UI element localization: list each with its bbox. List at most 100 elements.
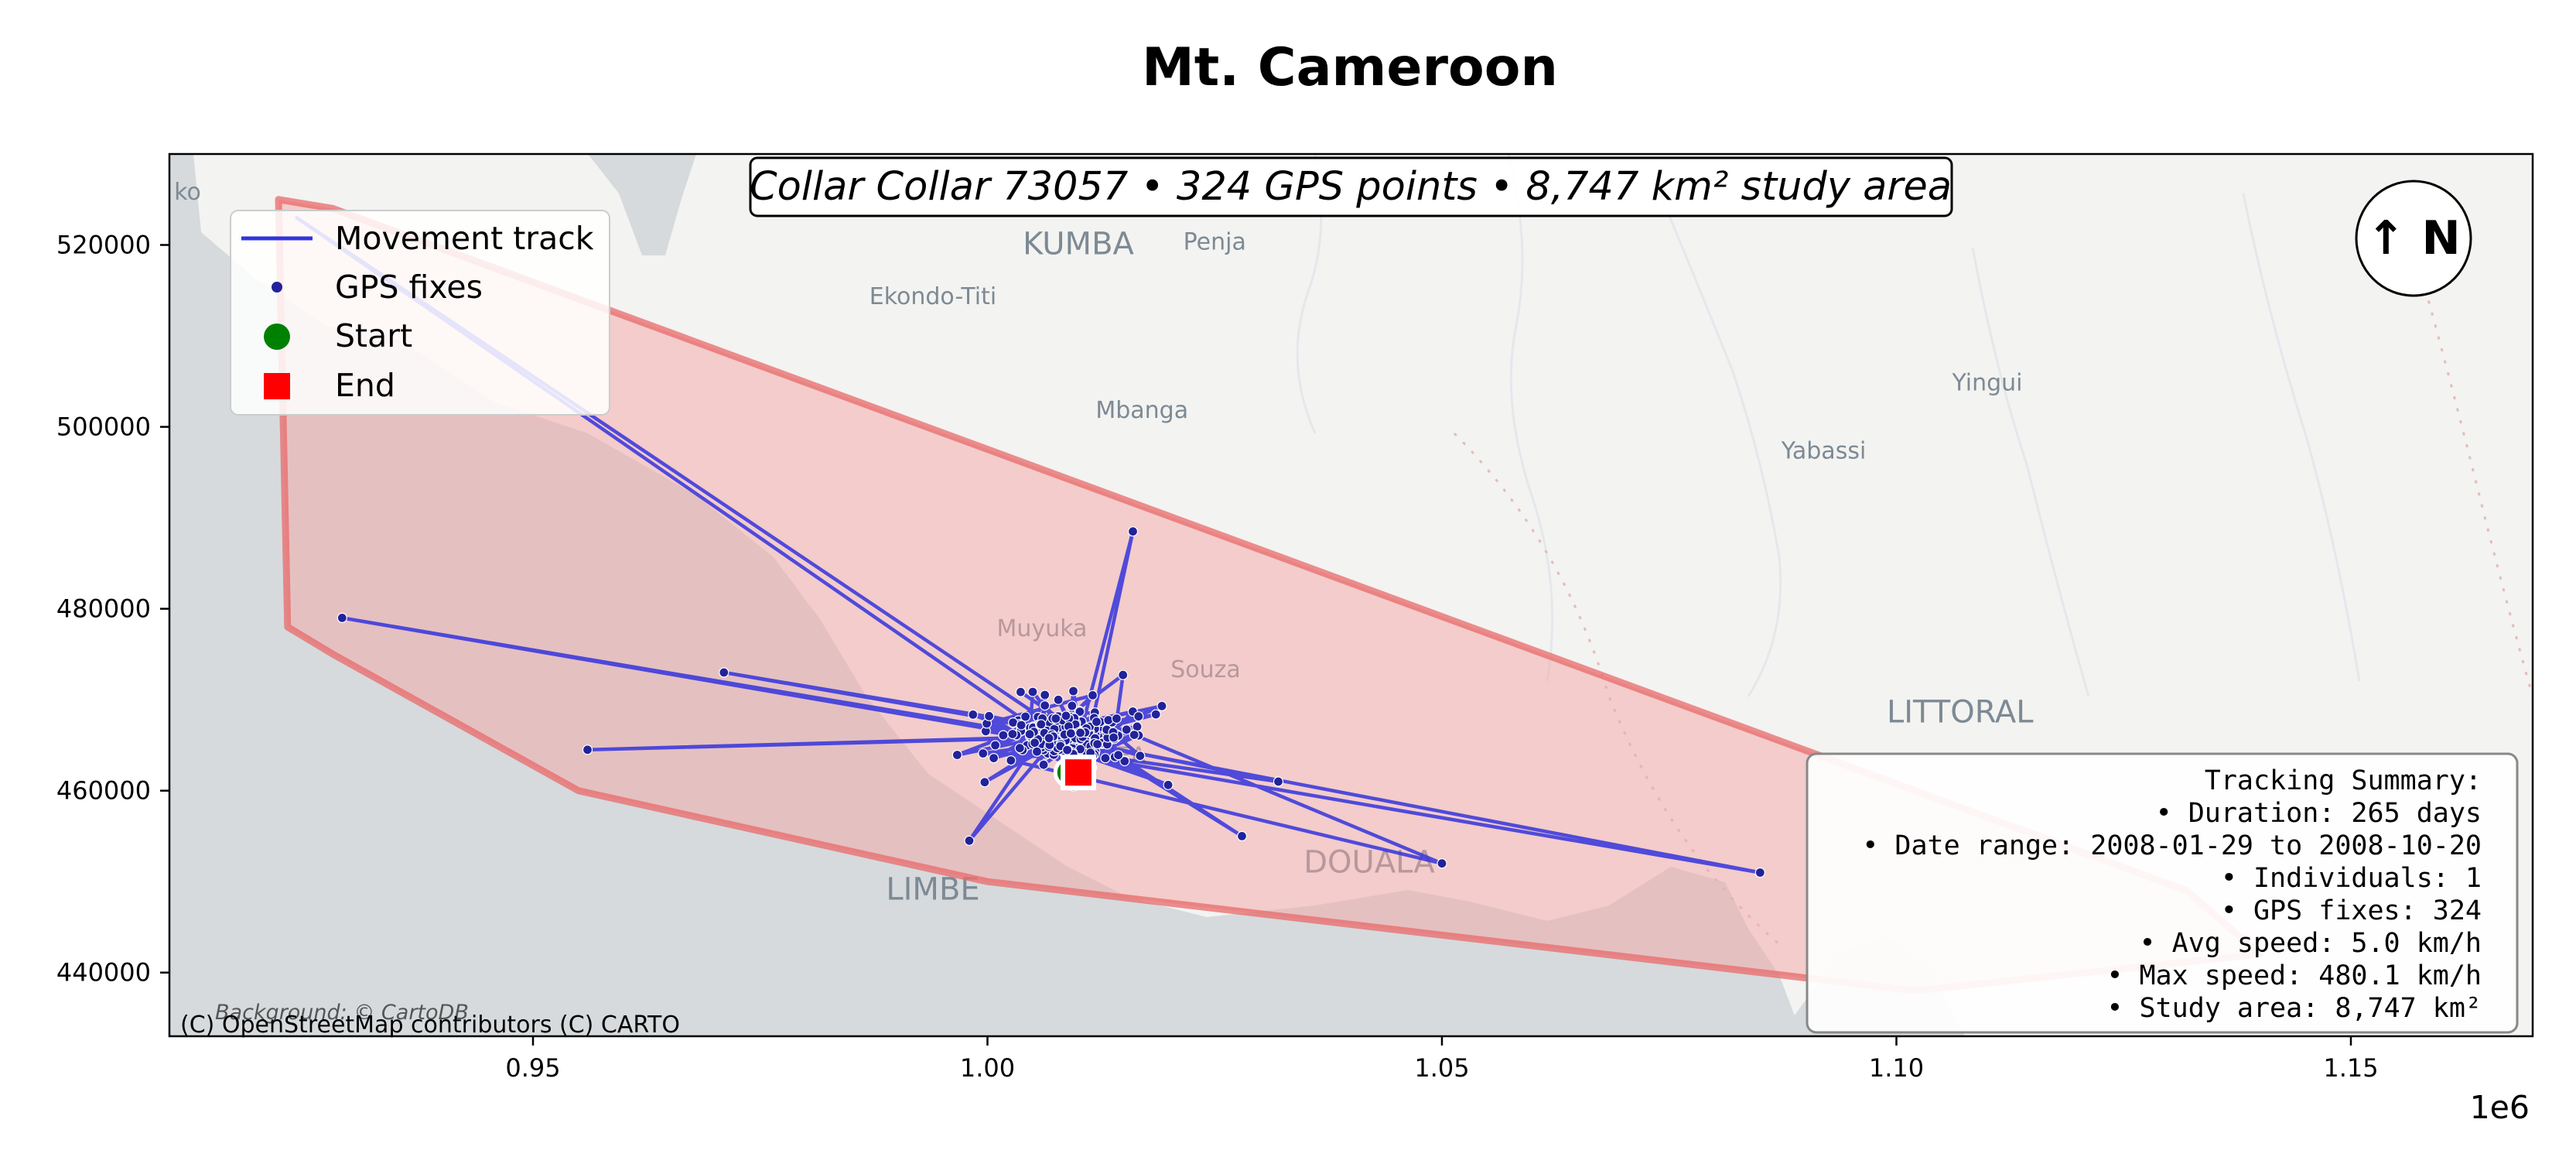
gps-fix-point xyxy=(1118,669,1129,680)
y-tick-label: 520000 xyxy=(56,231,151,260)
gps-fix-point xyxy=(1133,711,1144,722)
gps-fix-point xyxy=(1087,690,1098,701)
end-marker xyxy=(1061,755,1096,791)
gps-fix-point xyxy=(719,667,729,678)
legend-start-marker xyxy=(264,323,290,350)
summary-line-5: • Avg speed: 5.0 km/h xyxy=(2139,928,2482,959)
inlet xyxy=(588,154,696,255)
north-arrow-label: ↑ N xyxy=(2366,211,2460,265)
gps-fix-point xyxy=(1119,755,1130,767)
y-tick-label: 460000 xyxy=(56,776,151,806)
gps-fix-point xyxy=(1068,686,1079,697)
gps-fix-point xyxy=(1273,776,1284,787)
place-label: ko xyxy=(174,179,201,206)
gps-fix-point xyxy=(1051,713,1061,724)
gps-fix-point xyxy=(998,730,1009,741)
legend: Movement track GPS fixes Start End xyxy=(230,210,610,416)
gps-fix-point xyxy=(1007,728,1018,740)
gps-fix-point xyxy=(1437,858,1447,869)
place-label: Mbanga xyxy=(1095,397,1188,424)
legend-label-end: End xyxy=(335,367,395,404)
x-tick-label: 0.95 xyxy=(505,1053,560,1083)
summary-line-6: • Max speed: 480.1 km/h xyxy=(2106,960,2482,991)
gps-fix-point xyxy=(951,749,963,761)
summary-box-frame xyxy=(1806,752,2519,1034)
gps-fix-point xyxy=(1074,706,1085,717)
place-label: Penja xyxy=(1184,228,1246,255)
legend-frame xyxy=(230,210,610,416)
gps-fix-point xyxy=(983,710,995,721)
gps-fix-point xyxy=(1036,719,1047,730)
rivers xyxy=(1296,154,2361,697)
gps-fix-point xyxy=(1040,700,1051,711)
endpoints xyxy=(1053,755,1096,791)
gps-fix-point xyxy=(1754,867,1765,878)
gps-fix-point xyxy=(1020,711,1031,722)
gps-fix-point xyxy=(1129,729,1139,741)
gps-fix-point xyxy=(964,835,975,846)
gps-fix-point xyxy=(1027,686,1038,697)
sea xyxy=(169,154,1802,1036)
north-arrow: ↑ N xyxy=(2355,180,2472,297)
study-area-hull xyxy=(275,196,2263,994)
gps-fix-point xyxy=(1044,733,1054,744)
place-label: Yingui xyxy=(1952,370,2023,397)
place-label: Ekondo-Titi xyxy=(869,283,997,310)
map-attribution: (C) OpenStreetMap contributors (C) CARTO xyxy=(180,1011,680,1039)
gps-fix-point xyxy=(989,740,1001,751)
legend-label-start: Start xyxy=(335,317,412,354)
gps-fix-point xyxy=(1121,724,1132,735)
summary-line-4: • GPS fixes: 324 xyxy=(2221,895,2482,926)
x-tick-label: 1.10 xyxy=(1869,1053,1924,1083)
y-tick-label: 440000 xyxy=(56,958,151,987)
north-arrow-circle xyxy=(2355,180,2472,297)
gps-fix-point xyxy=(1100,753,1111,764)
study-area xyxy=(275,196,2263,994)
gps-fix-point xyxy=(1067,700,1078,711)
gps-fix-point xyxy=(1156,700,1167,711)
gps-fix-point xyxy=(1103,714,1114,726)
legend-end-marker xyxy=(264,373,290,399)
gps-fix-point xyxy=(1150,709,1161,720)
gps-fix-point xyxy=(1065,728,1076,739)
gps-fix-point xyxy=(1024,729,1035,740)
place-label: LITTORAL xyxy=(1887,695,2034,731)
gps-fix-point xyxy=(1040,690,1051,700)
summary-line-2: • Date range: 2008-01-29 to 2008-10-20 xyxy=(1862,830,2482,861)
gps-fix-point xyxy=(1061,744,1073,755)
gps-fix-point xyxy=(1111,713,1122,724)
gps-fix-point xyxy=(1015,686,1027,697)
gps-fixes xyxy=(337,526,1765,878)
gps-fix-point xyxy=(1135,751,1146,762)
gps-fix-point xyxy=(988,752,999,764)
gps-fix-point xyxy=(1053,694,1064,705)
gps-fix-point xyxy=(1091,717,1102,727)
info-box-text: Collar Collar 73057 • 324 GPS points • 8… xyxy=(750,164,1952,210)
x-offset-label: 1e6 xyxy=(2470,1089,2530,1126)
summary-line-0: Tracking Summary: xyxy=(2205,765,2482,796)
x-tick-label: 1.15 xyxy=(2323,1053,2378,1083)
gps-fix-point xyxy=(1236,830,1248,842)
gps-fix-point xyxy=(1113,750,1124,761)
gps-fix-point xyxy=(968,709,979,720)
x-tick-label: 1.00 xyxy=(960,1053,1015,1083)
y-axis: 440000 460000 480000 500000 520000 xyxy=(56,231,169,987)
chart-title: Mt. Cameroon xyxy=(1142,37,1558,98)
plot-frame xyxy=(168,152,2534,1038)
background-credit: Background: © CartoDB xyxy=(215,1001,469,1025)
legend-fix-dot xyxy=(272,282,282,293)
info-box-frame xyxy=(749,156,1953,217)
gps-fix-point xyxy=(1038,759,1049,770)
gps-fix-point xyxy=(1108,732,1119,743)
gps-fix-point xyxy=(1016,720,1027,731)
gps-fix-point xyxy=(978,748,989,759)
gps-fix-point xyxy=(1014,743,1025,754)
gps-fix-point xyxy=(1127,526,1139,537)
place-label: Yabassi xyxy=(1781,438,1867,465)
info-box: Collar Collar 73057 • 324 GPS points • 8… xyxy=(749,156,1953,217)
place-label: KUMBA xyxy=(1023,226,1134,262)
summary-line-7: • Study area: 8,747 km² xyxy=(2106,993,2482,1024)
legend-label-track: Movement track xyxy=(335,220,594,257)
gps-fix-point xyxy=(979,777,990,788)
